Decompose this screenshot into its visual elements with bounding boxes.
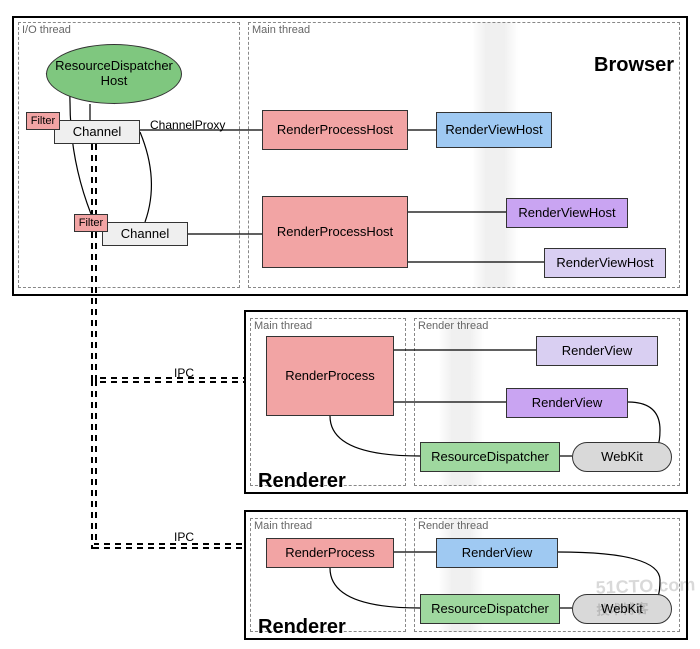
container-label-browser: Browser	[594, 54, 674, 77]
node-rv2: RenderView	[436, 538, 558, 568]
node-wk2: WebKit	[572, 594, 672, 624]
ipc-edge	[94, 380, 244, 546]
node-filter1: Filter	[26, 112, 60, 130]
node-rdh: ResourceDispatcher Host	[46, 44, 182, 104]
container-label-renderer1: Renderer	[258, 470, 346, 493]
node-rp1: RenderProcess	[266, 336, 394, 416]
node-channel1: Channel	[54, 120, 140, 144]
node-rd1: ResourceDispatcher	[420, 442, 560, 472]
node-rv1b: RenderView	[506, 388, 628, 418]
label-ipc1: IPC	[174, 366, 194, 380]
node-filter2: Filter	[74, 214, 108, 232]
node-rd2: ResourceDispatcher	[420, 594, 560, 624]
label-ipc2: IPC	[174, 530, 194, 544]
label-channelproxy: ChannelProxy	[150, 118, 225, 132]
node-rv1a: RenderView	[536, 336, 658, 366]
node-rph2: RenderProcessHost	[262, 196, 408, 268]
node-wk1: WebKit	[572, 442, 672, 472]
container-label-renderer2: Renderer	[258, 616, 346, 639]
node-rvh3: RenderViewHost	[544, 248, 666, 278]
node-rvh1: RenderViewHost	[436, 112, 552, 148]
node-rp2: RenderProcess	[266, 538, 394, 568]
node-channel2: Channel	[102, 222, 188, 246]
node-rvh2: RenderViewHost	[506, 198, 628, 228]
node-rph1: RenderProcessHost	[262, 110, 408, 150]
